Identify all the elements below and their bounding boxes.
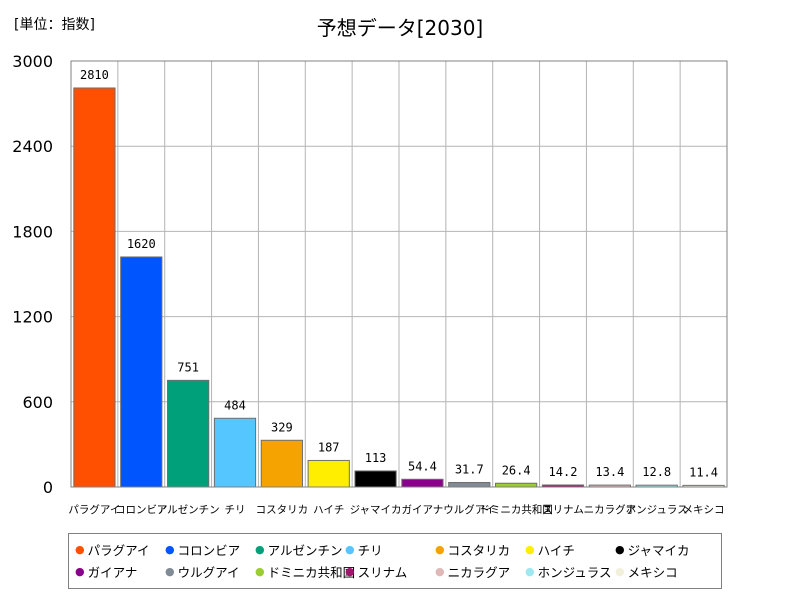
legend-marker: ●: [165, 564, 175, 578]
legend-item: ● ガイアナ: [75, 560, 165, 582]
legend-label: アルゼンチン: [267, 542, 343, 558]
legend-marker: ●: [615, 542, 625, 556]
bar: [307, 459, 350, 488]
y-tick-label: 2400: [12, 137, 53, 156]
data-label: 113: [365, 451, 387, 465]
legend-item: ● ニカラグア: [435, 560, 525, 582]
data-label: 12.8: [642, 465, 671, 479]
legend-item: ● ウルグアイ: [165, 560, 255, 582]
legend-marker: ●: [435, 542, 445, 556]
x-tick-label: ジャマイカ: [350, 504, 402, 516]
data-label: 1620: [127, 237, 156, 251]
x-tick-label: チリ: [225, 504, 246, 516]
legend-label: コロンビア: [177, 542, 241, 558]
data-label: 26.4: [502, 463, 531, 477]
legend-marker: ●: [615, 564, 625, 578]
y-tick-label: 1800: [12, 222, 53, 241]
x-tick-label: ドミニカ共和国: [479, 504, 553, 516]
legend: ● パラグアイ ● コロンビア ● アルゼンチン ● チリ ● コスタリカ ● ハイチ ● ジャマイカ ● ガ…: [68, 533, 722, 589]
x-tick-label: ニカラグア: [584, 503, 637, 516]
legend-marker: ●: [75, 542, 85, 556]
legend-item: ● コロンビア: [165, 538, 255, 560]
x-tick-label: スリナム: [542, 504, 584, 516]
legend-marker: ●: [345, 542, 355, 556]
legend-label: ホンジュラス: [537, 564, 612, 580]
legend-label: スリナム: [357, 564, 408, 580]
legend-label: メキシコ: [627, 564, 678, 580]
legend-item: ● ホンジュラス: [525, 560, 615, 582]
legend-item: ● ジャマイカ: [615, 538, 705, 560]
data-label: 11.4: [689, 465, 718, 479]
data-label: 54.4: [408, 459, 437, 473]
data-label: 187: [318, 440, 340, 454]
legend-item: ● パラグアイ: [75, 538, 165, 560]
x-tick-label: パラグアイ: [68, 503, 120, 516]
data-label: 751: [177, 360, 199, 374]
legend-item: ● ハイチ: [525, 538, 615, 560]
data-label: 14.2: [549, 465, 578, 479]
bar: [354, 470, 397, 488]
legend-marker: ●: [255, 564, 265, 578]
y-tick-label: 600: [22, 393, 53, 412]
data-label: 2810: [80, 68, 109, 82]
bar: [213, 417, 257, 488]
bar: [495, 482, 538, 488]
legend-marker: ●: [525, 542, 535, 556]
x-tick-label: メキシコ: [683, 504, 725, 516]
x-tick-label: ガイアナ: [402, 504, 444, 516]
y-tick-label: 0: [43, 478, 53, 497]
legend-label: パラグアイ: [87, 542, 150, 558]
data-label: 31.7: [455, 462, 484, 476]
x-tick-label: ホンジュラス: [626, 504, 688, 516]
plot-border: [70, 60, 728, 488]
data-label: 329: [271, 420, 293, 434]
legend-marker: ●: [165, 542, 175, 556]
unit-label: [単位：指数]: [14, 17, 95, 33]
x-tick-label: ウルグアイ: [443, 503, 495, 516]
bar: [448, 481, 491, 488]
legend-item: ● スリナム: [345, 560, 435, 582]
bar: [401, 478, 444, 488]
x-tick-label: コスタリカ: [256, 504, 309, 516]
legend-label: ウルグアイ: [177, 564, 240, 580]
legend-marker: ●: [75, 564, 85, 578]
x-tick-label: アルゼンチン: [157, 504, 220, 516]
legend-item: ● コスタリカ: [435, 538, 525, 560]
x-tick-label: コロンビア: [115, 504, 168, 516]
chart-title: 予想データ[2030]: [316, 16, 484, 40]
legend-marker: ●: [435, 564, 445, 578]
legend-item: ● アルゼンチン: [255, 538, 345, 560]
legend-marker: ●: [255, 542, 265, 556]
legend-item: ● メキシコ: [615, 560, 705, 582]
bar-chart: 0 600 1200 1800 2400 3000 2810 パラグアイ 1620 コロンビア 75…: [12, 52, 728, 516]
legend-marker: ●: [345, 564, 355, 578]
data-label: 484: [224, 398, 246, 412]
bar: [73, 87, 116, 488]
data-label: 13.4: [595, 465, 624, 479]
x-tick-label: ハイチ: [313, 504, 344, 516]
legend-item: ● ドミニカ共和国: [255, 560, 355, 582]
legend-label: チリ: [357, 542, 383, 558]
legend-label: ハイチ: [537, 542, 575, 558]
legend-label: ドミニカ共和国: [267, 564, 356, 580]
bar: [260, 439, 303, 488]
legend-label: ニカラグア: [447, 564, 511, 580]
legend-label: ジャマイカ: [627, 542, 690, 558]
legend-item: ● チリ: [345, 538, 435, 560]
bar: [120, 256, 163, 488]
legend-label: ガイアナ: [87, 564, 138, 580]
bar: [167, 379, 210, 488]
y-tick-label: 1200: [12, 308, 53, 327]
legend-label: コスタリカ: [447, 542, 511, 558]
legend-marker: ●: [525, 564, 535, 578]
y-tick-label: 3000: [12, 52, 53, 71]
